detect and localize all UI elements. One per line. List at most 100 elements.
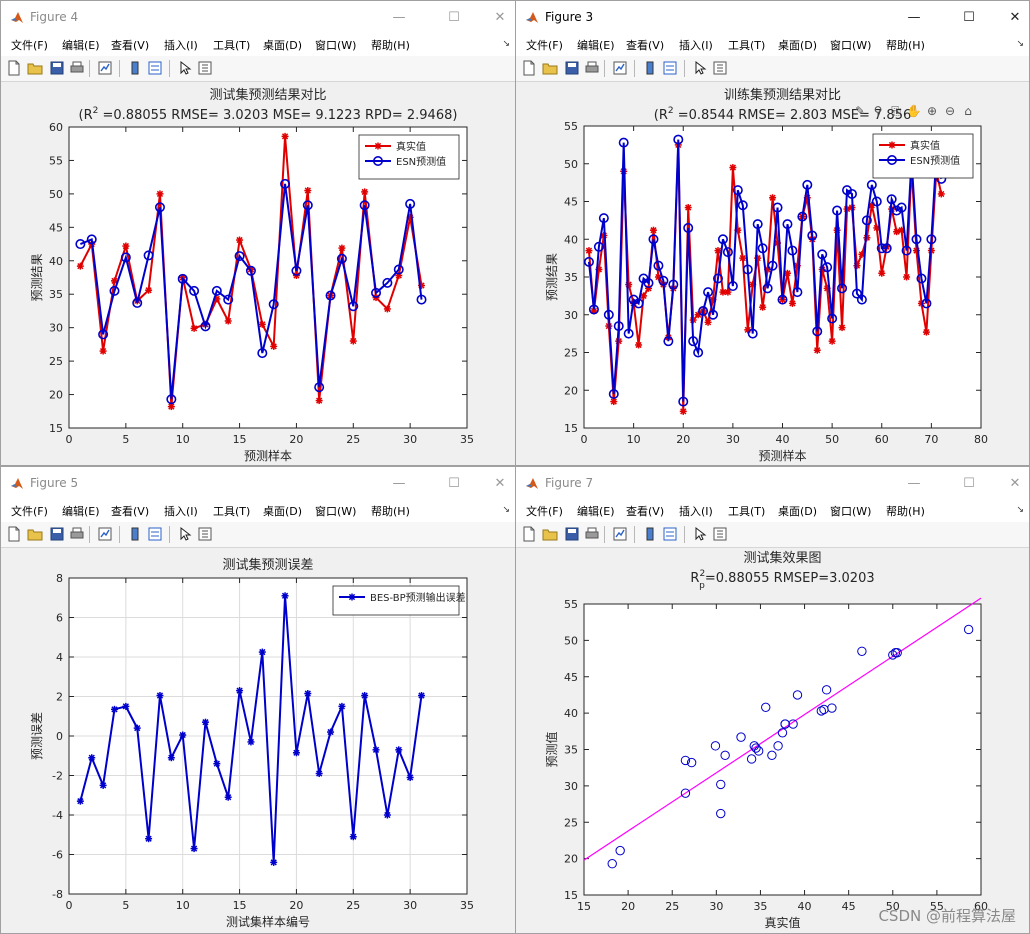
title-bar[interactable]: Figure 7 — ☐ ✕ xyxy=(516,467,1029,500)
open-file-icon[interactable] xyxy=(542,526,558,542)
menu-item[interactable]: 窗口(W) xyxy=(315,505,357,518)
figure-window-4: Figure 4 — ☐ ✕ 文件(F) 编辑(E) 查看(V) 插入(I) 工具(T) 桌面(D… xyxy=(0,0,516,466)
close-button[interactable]: ✕ xyxy=(1009,475,1021,491)
menu-item[interactable]: 桌面(D) xyxy=(263,39,303,52)
data-point xyxy=(200,321,211,332)
colorbar-icon[interactable] xyxy=(642,526,658,542)
menu-item[interactable]: 查看(V) xyxy=(111,39,150,52)
open-file-icon[interactable] xyxy=(27,526,43,542)
menu-item[interactable]: 帮助(H) xyxy=(371,505,410,518)
menu-item[interactable]: 工具(T) xyxy=(213,39,251,52)
brush-icon[interactable]: ✎ xyxy=(854,104,866,118)
link-plot-icon[interactable] xyxy=(97,526,113,542)
menu-item[interactable]: 窗口(W) xyxy=(315,39,357,52)
menu-item[interactable]: 桌面(D) xyxy=(778,39,818,52)
open-file-icon[interactable] xyxy=(542,60,558,76)
home-icon[interactable]: ⌂ xyxy=(964,104,972,118)
new-figure-icon[interactable] xyxy=(6,60,22,76)
maximize-button[interactable]: ☐ xyxy=(448,475,460,491)
data-tips-icon[interactable]: ⚲ xyxy=(873,104,883,118)
menu-overflow-arrow-icon[interactable]: ↘ xyxy=(1016,39,1024,49)
close-button[interactable]: ✕ xyxy=(1009,9,1021,25)
export-icon[interactable]: ⎘ xyxy=(891,103,901,118)
new-figure-icon[interactable] xyxy=(521,60,537,76)
close-button[interactable]: ✕ xyxy=(494,9,506,25)
save-icon[interactable] xyxy=(49,526,65,542)
data-point xyxy=(861,215,872,226)
legend-icon[interactable] xyxy=(662,526,678,542)
menu-item[interactable]: 桌面(D) xyxy=(778,505,818,518)
save-icon[interactable] xyxy=(564,60,580,76)
link-plot-icon[interactable] xyxy=(612,60,628,76)
legend-icon[interactable] xyxy=(662,60,678,76)
property-editor-icon[interactable] xyxy=(197,526,213,542)
save-icon[interactable] xyxy=(564,526,580,542)
menu-item[interactable]: 编辑(E) xyxy=(62,39,100,52)
open-file-icon[interactable] xyxy=(27,60,43,76)
menu-item[interactable]: 插入(I) xyxy=(679,39,713,52)
minimize-button[interactable]: — xyxy=(907,475,921,491)
save-icon[interactable] xyxy=(49,60,65,76)
print-icon[interactable] xyxy=(69,526,85,542)
menu-item[interactable]: 插入(I) xyxy=(164,505,198,518)
minimize-button[interactable]: — xyxy=(392,9,406,25)
menu-item[interactable]: 文件(F) xyxy=(11,505,48,518)
zoom-out-icon[interactable]: ⊖ xyxy=(944,104,956,118)
menu-item[interactable]: 查看(V) xyxy=(626,505,665,518)
pan-icon[interactable]: ✋ xyxy=(906,104,922,118)
menu-item[interactable]: 文件(F) xyxy=(526,505,563,518)
menu-item[interactable]: 桌面(D) xyxy=(263,505,303,518)
menu-overflow-arrow-icon[interactable]: ↘ xyxy=(1016,505,1024,515)
maximize-button[interactable]: ☐ xyxy=(448,9,460,25)
print-icon[interactable] xyxy=(69,60,85,76)
link-plot-icon[interactable] xyxy=(612,526,628,542)
new-figure-icon[interactable] xyxy=(521,526,537,542)
property-editor-icon[interactable] xyxy=(712,60,728,76)
menu-item[interactable]: 插入(I) xyxy=(679,505,713,518)
maximize-button[interactable]: ☐ xyxy=(963,9,975,25)
menu-item[interactable]: 文件(F) xyxy=(11,39,48,52)
menu-item[interactable]: 帮助(H) xyxy=(886,505,925,518)
menu-item[interactable]: 帮助(H) xyxy=(886,39,925,52)
menu-overflow-arrow-icon[interactable]: ↘ xyxy=(502,505,510,515)
pointer-icon[interactable] xyxy=(692,60,708,76)
menu-item[interactable]: 工具(T) xyxy=(728,39,766,52)
menu-item[interactable]: 编辑(E) xyxy=(577,505,615,518)
link-plot-icon[interactable] xyxy=(97,60,113,76)
menu-item[interactable]: 帮助(H) xyxy=(371,39,410,52)
close-button[interactable]: ✕ xyxy=(494,475,506,491)
title-bar[interactable]: Figure 4 — ☐ ✕ xyxy=(1,1,515,34)
print-icon[interactable] xyxy=(584,526,600,542)
colorbar-icon[interactable] xyxy=(127,526,143,542)
new-figure-icon[interactable] xyxy=(6,526,22,542)
legend-icon[interactable] xyxy=(147,526,163,542)
colorbar-icon[interactable] xyxy=(642,60,658,76)
menu-item[interactable]: 工具(T) xyxy=(728,505,766,518)
data-point xyxy=(625,281,633,289)
legend-icon[interactable] xyxy=(147,60,163,76)
menu-item[interactable]: 编辑(E) xyxy=(577,39,615,52)
pointer-icon[interactable] xyxy=(692,526,708,542)
minimize-button[interactable]: — xyxy=(392,475,406,491)
menu-item[interactable]: 窗口(W) xyxy=(830,39,872,52)
data-point xyxy=(673,134,684,145)
menu-item[interactable]: 窗口(W) xyxy=(830,505,872,518)
property-editor-icon[interactable] xyxy=(712,526,728,542)
colorbar-icon[interactable] xyxy=(127,60,143,76)
menu-item[interactable]: 查看(V) xyxy=(626,39,665,52)
property-editor-icon[interactable] xyxy=(197,60,213,76)
menu-item[interactable]: 编辑(E) xyxy=(62,505,100,518)
zoom-in-icon[interactable]: ⊕ xyxy=(926,104,938,118)
menu-item[interactable]: 插入(I) xyxy=(164,39,198,52)
title-bar[interactable]: Figure 3 — ☐ ✕ xyxy=(516,1,1029,34)
minimize-button[interactable]: — xyxy=(907,9,921,25)
pointer-icon[interactable] xyxy=(177,60,193,76)
menu-overflow-arrow-icon[interactable]: ↘ xyxy=(502,39,510,49)
menu-item[interactable]: 文件(F) xyxy=(526,39,563,52)
menu-item[interactable]: 工具(T) xyxy=(213,505,251,518)
print-icon[interactable] xyxy=(584,60,600,76)
menu-item[interactable]: 查看(V) xyxy=(111,505,150,518)
maximize-button[interactable]: ☐ xyxy=(963,475,975,491)
title-bar[interactable]: Figure 5 — ☐ ✕ xyxy=(1,467,515,500)
pointer-icon[interactable] xyxy=(177,526,193,542)
